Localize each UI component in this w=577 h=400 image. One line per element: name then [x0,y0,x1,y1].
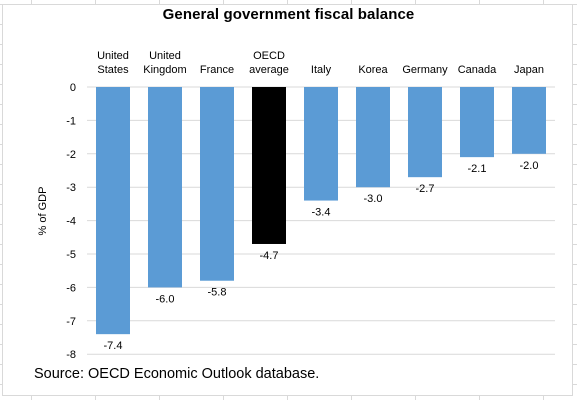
bar [200,87,234,281]
category-label: United States [97,50,129,76]
data-label: -3.4 [312,207,331,219]
category-label: Germany [402,64,448,76]
y-tick-label: -1 [66,115,76,127]
bar [96,87,130,335]
category-label: OECD average [249,50,289,76]
y-tick-label: -3 [66,182,76,194]
y-tick-label: -8 [66,349,76,361]
y-tick-label: -6 [66,282,76,294]
y-tick-label: -2 [66,149,76,161]
category-label: France [199,64,235,76]
y-tick-label: -7 [66,316,76,328]
data-label: -5.8 [208,287,227,299]
data-label: -2.7 [416,183,435,195]
bar [460,87,494,158]
source-note: Source: OECD Economic Outlook database. [32,366,322,382]
bar [304,87,338,201]
data-label: -2.1 [468,163,487,175]
bar [408,87,442,178]
bar [148,87,182,288]
chart-title: General government fiscal balance [162,6,415,23]
data-label: -6.0 [156,293,175,305]
y-tick-label: 0 [70,82,76,94]
data-label: -2.0 [520,160,539,172]
category-label: Italy [310,64,332,76]
data-label: -3.0 [364,193,383,205]
category-label: Korea [358,64,388,76]
bar [512,87,546,154]
bar [356,87,390,188]
y-tick-label: -4 [66,216,76,228]
category-label: Japan [514,64,544,76]
data-label: -7.4 [104,340,123,352]
category-label: Canada [457,64,497,76]
y-tick-label: -5 [66,249,76,261]
bar [252,87,286,244]
data-label: -4.7 [260,250,279,262]
category-label: United Kingdom [143,50,187,76]
